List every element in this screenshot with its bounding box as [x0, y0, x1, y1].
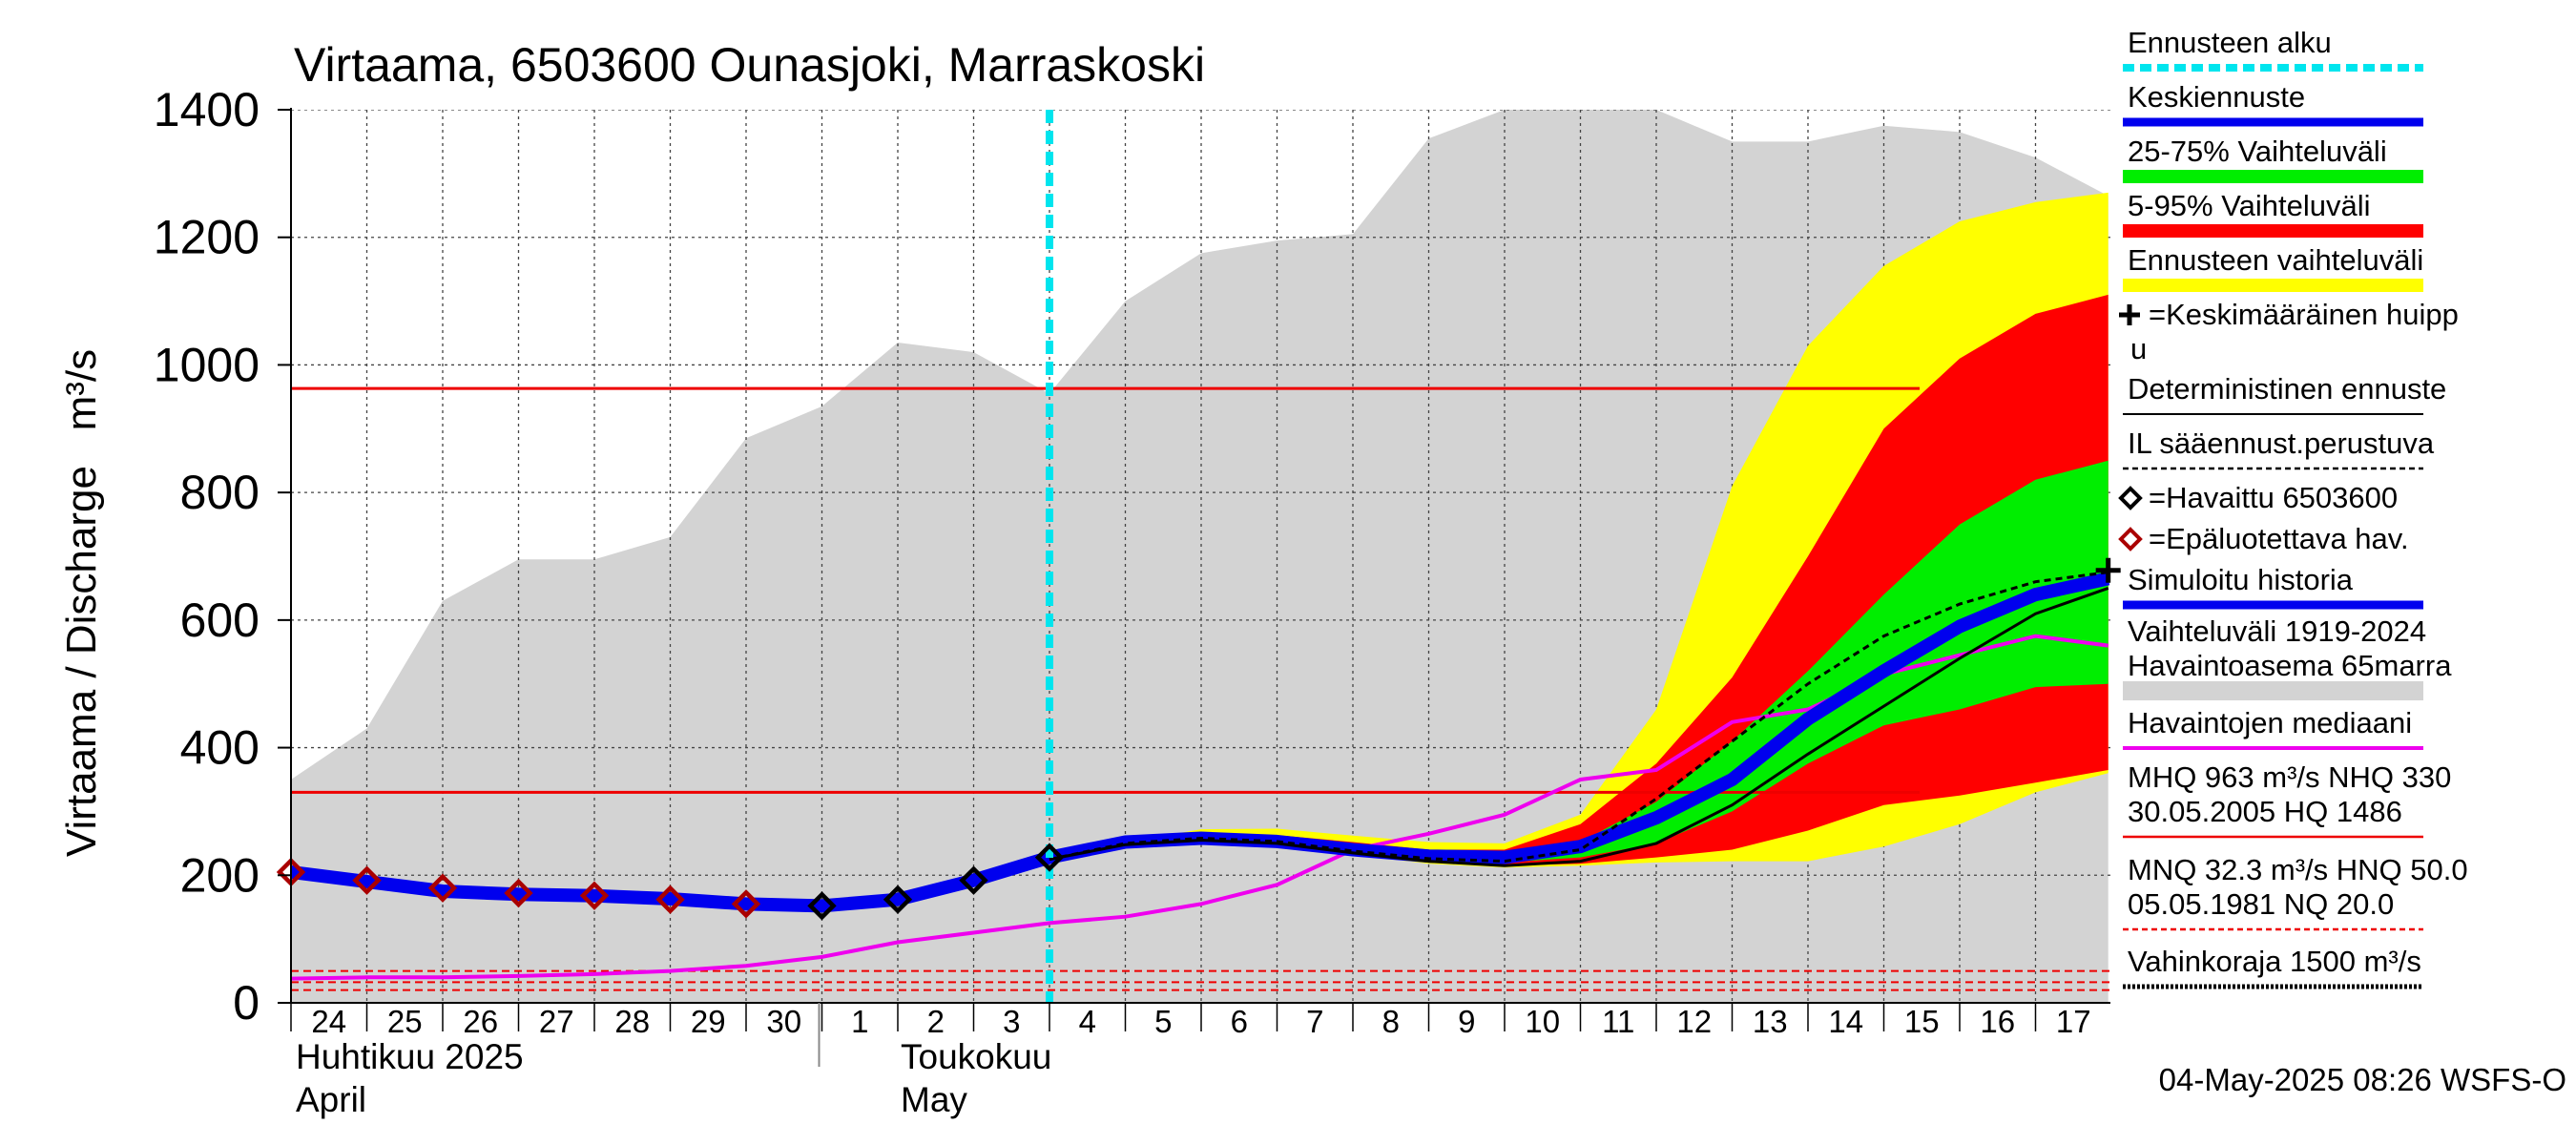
- x-tick-label: 12: [1676, 1004, 1712, 1039]
- legend-item: =Havaittu 6503600: [2118, 481, 2398, 514]
- legend-item: Vaihteluväli 1919-2024 Havaintoasema 65m…: [2123, 614, 2452, 700]
- legend-item: =Epäluotettava hav.: [2118, 522, 2409, 555]
- chart-title: Virtaama, 6503600 Ounasjoki, Marraskoski: [294, 38, 1205, 92]
- y-tick-label: 1400: [154, 83, 260, 136]
- deterministic-line: [1049, 586, 2109, 867]
- legend-item: MNQ 32.3 m³/s HNQ 50.005.05.1981 NQ 20.0: [2123, 853, 2468, 931]
- x-tick-label: 11: [1602, 1004, 1634, 1039]
- x-tick-label: 17: [2056, 1004, 2091, 1039]
- x-tick-label: 14: [1828, 1004, 1863, 1039]
- observed-marker: [959, 865, 988, 895]
- legend-label: IL sääennust.perustuva: [2128, 427, 2435, 460]
- legend-item: IL sääennust.perustuva: [2123, 427, 2435, 470]
- x-tick-label: 24: [311, 1004, 346, 1039]
- median-line: [291, 634, 2109, 981]
- legend-item: Havaintojen mediaani: [2123, 706, 2423, 750]
- legend-item: 5-95% Vaihteluväli: [2123, 189, 2423, 238]
- legend-item: Vahinkoraja 1500 m³/s: [2123, 945, 2423, 989]
- legend-label: Deterministinen ennuste: [2128, 372, 2446, 406]
- unreliable-observation-marker: [731, 889, 761, 919]
- x-tick-label: 15: [1904, 1004, 1940, 1039]
- x-tick-label: 5: [1154, 1004, 1172, 1039]
- legend-diamond-icon: [2118, 527, 2143, 552]
- legend-label-line2: 05.05.1981 NQ 20.0: [2128, 887, 2394, 921]
- legend-item: Ennusteen alku: [2123, 26, 2423, 72]
- x-tick-label: 10: [1525, 1004, 1560, 1039]
- month-label-fi: Huhtikuu 2025: [296, 1037, 524, 1076]
- y-tick-label: 1000: [154, 338, 260, 391]
- x-tick-label: 4: [1079, 1004, 1096, 1039]
- x-tick-label: 6: [1231, 1004, 1248, 1039]
- legend-item: Simuloitu historia: [2123, 563, 2423, 610]
- legend-label-line2: u: [2130, 332, 2147, 365]
- x-tick-label: 7: [1306, 1004, 1323, 1039]
- y-tick-label: 400: [180, 721, 260, 775]
- legend-item: Ennusteen vaihteluväli: [2123, 243, 2423, 292]
- x-tick-label: 3: [1003, 1004, 1020, 1039]
- timestamp: 04-May-2025 08:26 WSFS-O: [2159, 1062, 2566, 1097]
- x-tick-label: 27: [539, 1004, 574, 1039]
- legend-label: =Keskimääräinen huipp: [2149, 298, 2459, 331]
- unreliable-observation-marker: [352, 865, 382, 895]
- legend-label: MNQ 32.3 m³/s HNQ 50.0: [2128, 853, 2468, 886]
- y-tick-label: 0: [233, 976, 260, 1030]
- unreliable-observation-marker: [655, 885, 685, 914]
- legend-label: Ennusteen alku: [2128, 26, 2332, 59]
- mean-peak-marker: [2095, 557, 2121, 583]
- month-label-en: May: [901, 1080, 967, 1119]
- x-tick-label: 9: [1458, 1004, 1475, 1039]
- legend-label: 5-95% Vaihteluväli: [2128, 189, 2370, 222]
- x-tick-label: 26: [463, 1004, 498, 1039]
- y-tick-label: 200: [180, 848, 260, 902]
- legend-diamond-icon: [2118, 486, 2143, 510]
- x-tick-label: 30: [766, 1004, 801, 1039]
- legend-label: Simuloitu historia: [2128, 563, 2354, 596]
- legend-label: Vahinkoraja 1500 m³/s: [2128, 945, 2421, 978]
- legend-label-line2: Havaintoasema 65marra: [2128, 649, 2452, 682]
- x-tick-label: 29: [691, 1004, 726, 1039]
- unreliable-observation-marker: [504, 878, 533, 908]
- legend-label-line2: 30.05.2005 HQ 1486: [2128, 795, 2402, 828]
- unreliable-observation-marker: [579, 881, 610, 910]
- month-label-en: April: [296, 1080, 366, 1119]
- y-tick-label: 1200: [154, 211, 260, 264]
- y-tick-label: 800: [180, 466, 260, 519]
- month-label-fi: Toukokuu: [901, 1037, 1051, 1076]
- legend-item: 25-75% Vaihteluväli: [2123, 135, 2423, 183]
- x-tick-label: 16: [1980, 1004, 2015, 1039]
- legend-label: 25-75% Vaihteluväli: [2128, 135, 2387, 168]
- legend-item: Deterministinen ennuste: [2123, 372, 2446, 415]
- legend-label: Vaihteluväli 1919-2024: [2128, 614, 2426, 648]
- unreliable-observation-marker: [427, 873, 458, 903]
- legend-label: Ennusteen vaihteluväli: [2128, 243, 2423, 277]
- y-axis-label: Virtaama / Discharge m³/s: [58, 349, 105, 857]
- x-tick-label: 8: [1382, 1004, 1400, 1039]
- x-tick-label: 28: [614, 1004, 650, 1039]
- x-tick-label: 1: [851, 1004, 868, 1039]
- legend-label: =Havaittu 6503600: [2149, 481, 2398, 514]
- legend-label: =Epäluotettava hav.: [2149, 522, 2409, 555]
- legend-item: Keskiennuste: [2123, 80, 2423, 127]
- x-tick-label: 2: [927, 1004, 945, 1039]
- legend-label: Keskiennuste: [2128, 80, 2305, 114]
- legend-label: MHQ 963 m³/s NHQ 330: [2128, 760, 2451, 794]
- observed-marker: [807, 891, 837, 921]
- legend-plus-icon: [2119, 304, 2140, 325]
- y-tick-label: 600: [180, 593, 260, 647]
- x-tick-label: 25: [387, 1004, 423, 1039]
- observed-marker: [1034, 843, 1065, 872]
- legend: Ennusteen alku Keskiennuste 25-75% Vaihtel…: [2118, 26, 2468, 989]
- legend-label: Havaintojen mediaani: [2128, 706, 2412, 739]
- observed-marker: [883, 885, 913, 914]
- x-tick-label: 13: [1753, 1004, 1788, 1039]
